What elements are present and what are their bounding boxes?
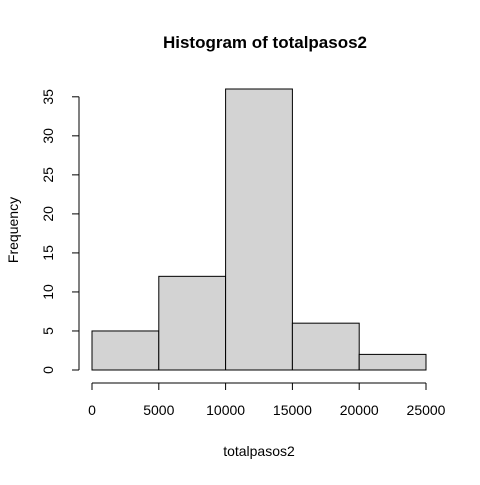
y-axis: 0 5 10 15 20 25 30 35 xyxy=(40,89,80,374)
y-tick-label-6: 30 xyxy=(40,128,56,144)
x-axis-label: totalpasos2 xyxy=(223,443,295,459)
chart-title: Histogram of totalpasos2 xyxy=(163,33,367,52)
histogram-bar-0 xyxy=(91,330,160,371)
y-tick-label-3: 15 xyxy=(40,245,56,261)
histogram-bar-2 xyxy=(225,88,293,371)
histogram-bar-3 xyxy=(291,322,360,371)
y-tick-label-5: 25 xyxy=(40,167,56,183)
x-tick-label-1: 5000 xyxy=(143,402,174,418)
y-tick-label-0: 0 xyxy=(40,366,56,374)
histogram-bar-1 xyxy=(158,275,227,371)
x-tick-label-4: 20000 xyxy=(340,402,379,418)
histogram-bar-4 xyxy=(358,353,427,371)
x-axis: 0 5000 10000 15000 20000 25000 xyxy=(88,382,446,418)
y-tick-label-4: 20 xyxy=(40,206,56,222)
x-tick-label-2: 10000 xyxy=(206,402,245,418)
x-tick-label-3: 15000 xyxy=(273,402,312,418)
y-tick-label-1: 5 xyxy=(40,327,56,335)
x-tick-label-0: 0 xyxy=(88,402,96,418)
x-tick-label-5: 25000 xyxy=(407,402,446,418)
bars-layer xyxy=(91,88,427,371)
y-tick-label-7: 35 xyxy=(40,89,56,105)
y-tick-label-2: 10 xyxy=(40,284,56,300)
y-axis-label: Frequency xyxy=(5,197,21,263)
